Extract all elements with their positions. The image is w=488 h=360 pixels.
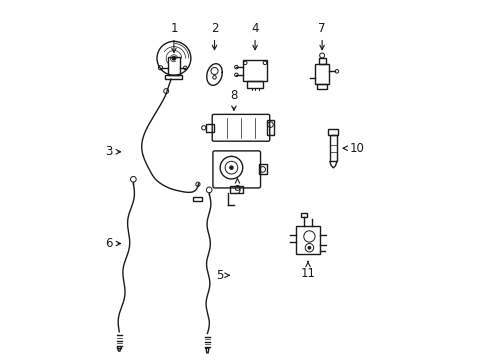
Text: 7: 7	[318, 22, 325, 50]
Text: 5: 5	[216, 269, 229, 282]
Text: 3: 3	[105, 145, 120, 158]
Bar	[242, 60, 267, 81]
Text: 2: 2	[210, 22, 218, 50]
Bar	[328, 129, 338, 135]
Bar	[167, 57, 180, 75]
Text: 9: 9	[233, 178, 241, 197]
Bar	[165, 75, 182, 79]
Bar	[318, 58, 325, 64]
Bar	[300, 213, 306, 217]
Circle shape	[307, 246, 310, 249]
Text: 8: 8	[230, 89, 237, 111]
Bar	[266, 120, 274, 135]
Text: 6: 6	[105, 237, 120, 250]
Circle shape	[229, 166, 233, 170]
Circle shape	[172, 57, 175, 60]
Text: 4: 4	[251, 22, 258, 50]
Bar	[258, 165, 266, 174]
Bar	[193, 197, 202, 201]
Text: 10: 10	[343, 142, 364, 155]
Text: 11: 11	[300, 261, 315, 280]
Bar	[329, 135, 336, 162]
Bar	[295, 225, 319, 255]
Bar	[317, 84, 326, 89]
Bar	[315, 64, 328, 84]
Bar	[205, 123, 213, 132]
Text: 1: 1	[170, 22, 177, 53]
Bar	[247, 81, 263, 87]
Bar	[230, 186, 243, 193]
